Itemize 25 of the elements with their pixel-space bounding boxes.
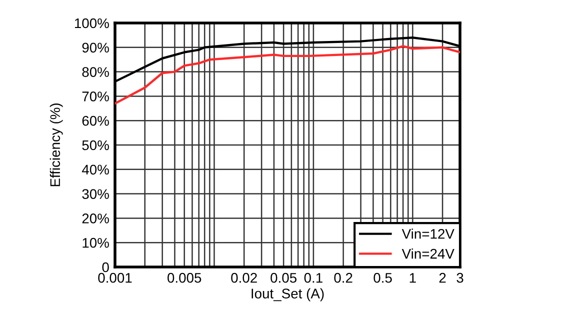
x-tick-label: 0.1	[304, 272, 322, 283]
y-tick-label: 50%	[82, 140, 109, 150]
x-tick-label: 0.05	[270, 272, 297, 283]
x-tick-label: 0.02	[231, 272, 257, 283]
x-tick-label: 0.005	[168, 272, 202, 283]
legend-label: Vin=24V	[402, 248, 454, 259]
y-tick-label: 100%	[74, 18, 109, 28]
y-tick-label: 90%	[82, 42, 109, 53]
legend-label: Vin=12V	[402, 228, 454, 239]
x-tick-label: 1	[410, 273, 416, 283]
y-tick-label: 40%	[82, 164, 109, 175]
x-axis-title: Iout_Set (A)	[252, 288, 324, 302]
x-tick-label: 0.5	[374, 272, 392, 283]
x-tick-label: 3	[456, 272, 464, 283]
y-axis-title: Efficiency (%)	[50, 104, 63, 186]
y-tick-label: 0	[102, 262, 109, 272]
x-tick-label: 0.2	[334, 272, 352, 283]
y-tick-label: 30%	[82, 189, 109, 199]
y-tick-label: 60%	[82, 116, 109, 126]
y-tick-label: 70%	[82, 92, 109, 102]
x-tick-label: 0.001	[98, 272, 132, 283]
y-tick-label: 20%	[82, 214, 109, 224]
x-tick-label: 2	[439, 272, 446, 283]
y-tick-label: 10%	[82, 238, 109, 248]
y-tick-label: 80%	[82, 67, 109, 77]
